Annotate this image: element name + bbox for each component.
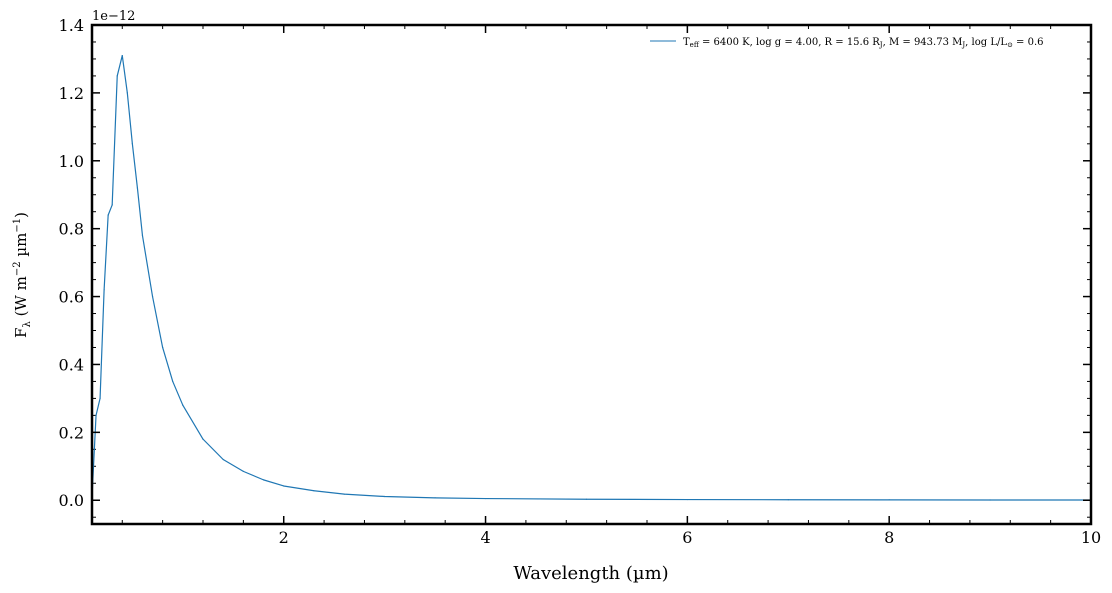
y-tick-label: 0.4 [59,355,84,374]
x-tick-label: 4 [480,528,490,547]
data-point [99,397,101,399]
data-point [313,490,315,492]
data-point [434,497,436,499]
data-point [787,499,789,501]
data-point [103,289,105,291]
data-point [222,458,224,461]
data-point [121,54,123,57]
y-tick-label: 1.4 [59,16,84,35]
y-tick-label: 0.0 [59,491,84,510]
data-point [95,414,97,416]
data-point [585,498,588,500]
data-point [202,438,204,440]
data-point [116,75,118,77]
plot-frame [90,23,1093,526]
data-point [162,346,164,349]
x-tick-label: 2 [279,528,289,547]
data-point [107,214,109,216]
y-tick-labels: 0.0 0.2 0.4 0.6 0.8 1.0 1.2 1.4 [59,16,84,510]
data-point [343,493,345,495]
legend: Teff = 6400 K, log g = 4.00, R = 15.6 RJ… [650,37,1044,49]
series-line [91,54,1092,501]
x-axis-title: Wavelength (µm) [513,563,668,584]
data-point [484,497,487,500]
data-point [182,404,184,406]
y-offset-text: 1e−12 [92,9,135,24]
data-point [126,92,128,94]
data-point [151,295,154,298]
data-point [242,470,244,472]
y-tick-label: 1.0 [59,152,84,171]
data-point [111,204,113,206]
y-tick-label: 1.2 [59,84,84,103]
data-point [384,495,386,498]
x-tick-label: 6 [682,528,692,547]
y-axis-title: Fλ (W m−2 µm−1) [12,212,33,338]
plot-background [92,25,1091,524]
data-point [989,499,991,501]
data-point [141,234,144,237]
data-point [131,143,133,145]
data-point [888,499,890,501]
y-tick-label: 0.8 [59,220,84,239]
data-point [172,380,174,383]
data-point [262,479,265,481]
x-tick-label: 8 [884,528,894,547]
x-tick-labels: 2 4 6 8 10 [279,528,1102,547]
legend-label: Teff = 6400 K, log g = 4.00, R = 15.6 RJ… [683,37,1044,49]
data-point [136,187,139,189]
y-tick-label: 0.6 [59,288,84,307]
y-tick-label: 0.2 [59,423,84,442]
x-tick-label: 10 [1081,528,1101,547]
data-point [283,485,285,487]
data-point [686,498,688,501]
